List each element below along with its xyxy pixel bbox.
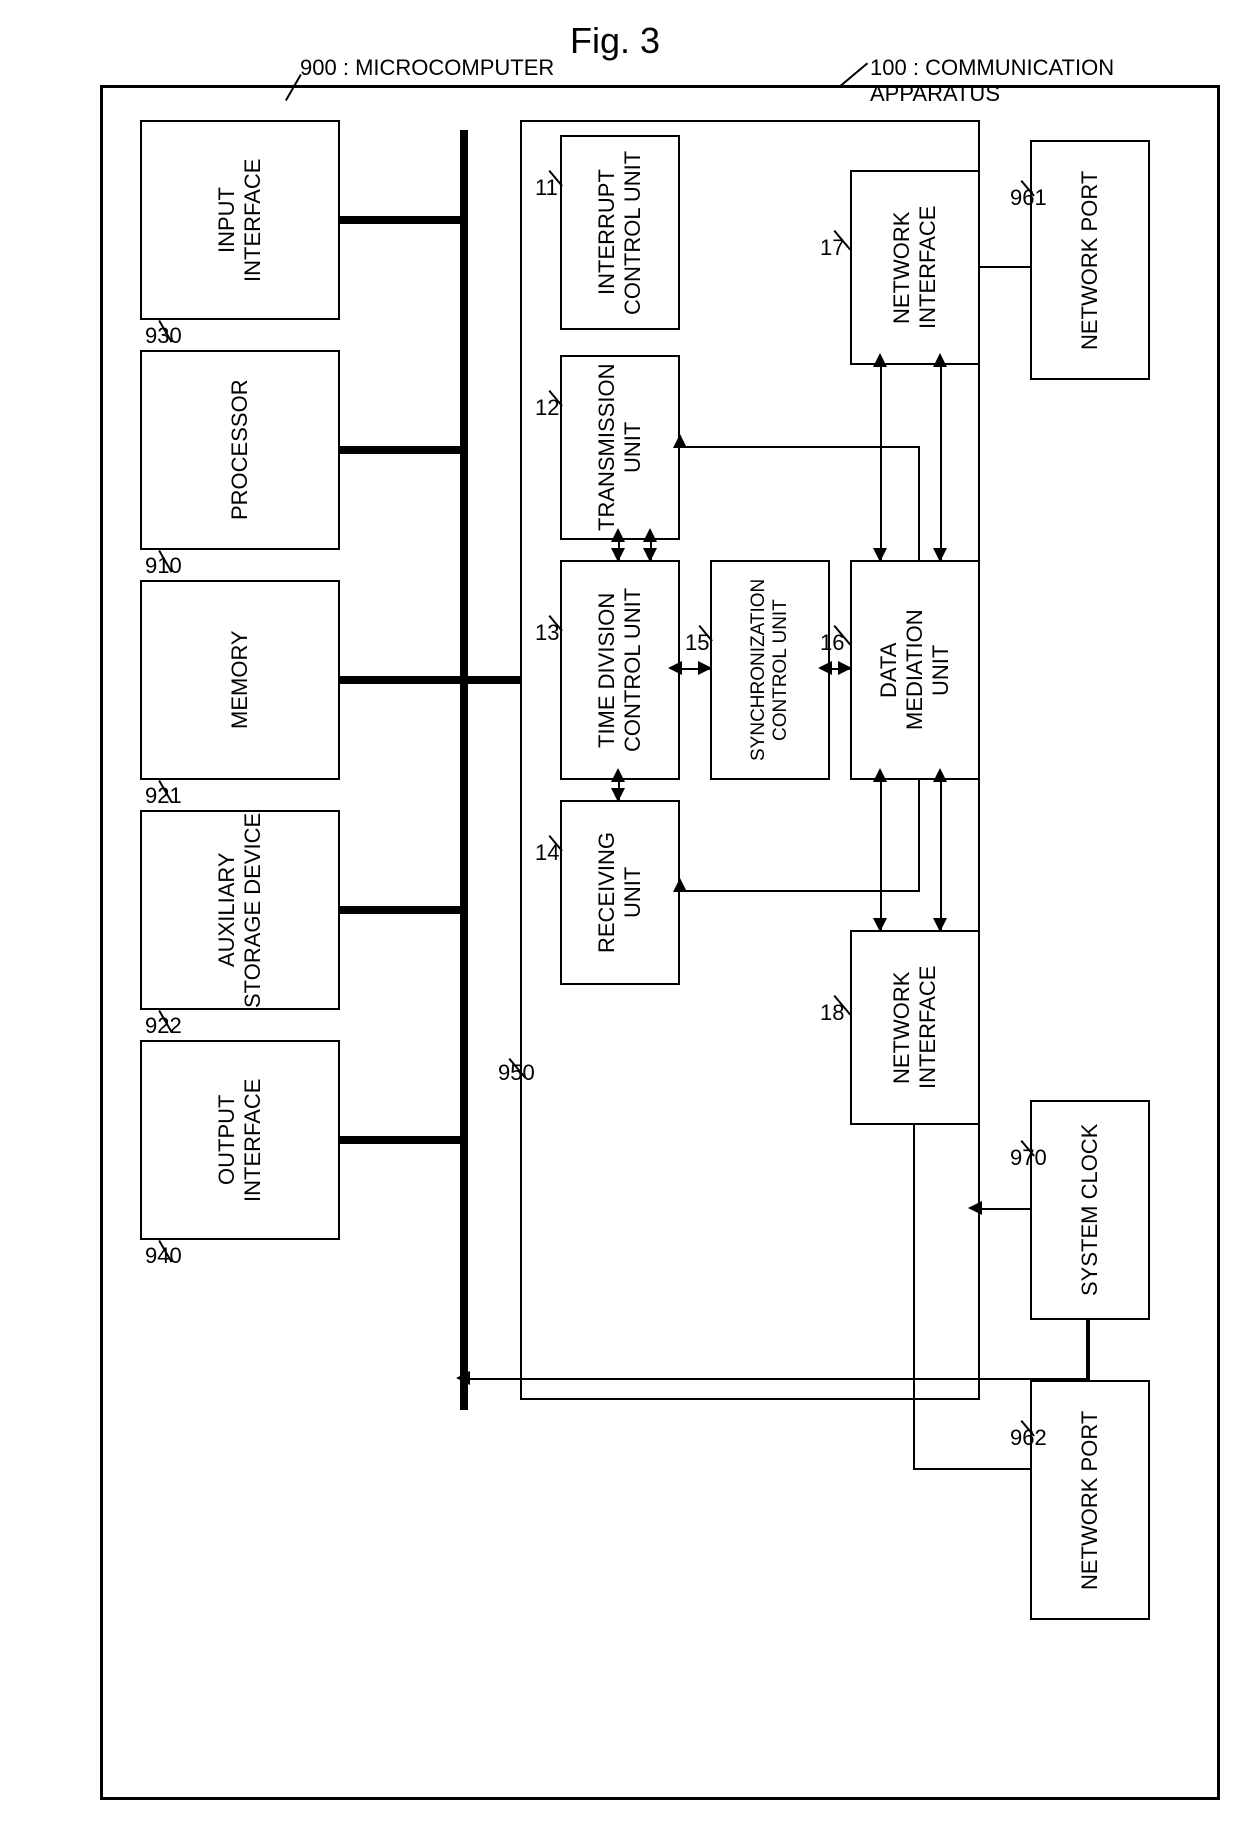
net-port-2-label: NETWORK PORT	[1077, 1410, 1103, 1589]
conn-tx-dm-h	[918, 446, 920, 560]
input-interface-label: INPUTINTERFACE	[214, 158, 266, 281]
conn-dm-rx-v	[918, 780, 920, 892]
conn-clock-bus-v	[1086, 1320, 1088, 1380]
bus-stub-0	[340, 216, 460, 224]
conn-tx-td-2a	[643, 528, 657, 542]
bus-stub-2	[340, 676, 460, 684]
net-port-1-label: NETWORK PORT	[1077, 170, 1103, 349]
conn-clock-bus-h	[468, 1378, 1088, 1380]
memory-label: MEMORY	[227, 631, 253, 730]
conn-clock-left-arrow	[968, 1201, 982, 1215]
block-diagram: Fig. 3 100 : COMMUNICATION APPARATUS 900…	[20, 20, 1220, 1815]
ref-100: 100 : COMMUNICATION APPARATUS	[870, 55, 1220, 107]
bus-stub-4	[340, 1136, 460, 1144]
sync-ctrl-label: SYNCHRONIZATIONCONTROL UNIT	[748, 579, 792, 761]
bus-main	[460, 130, 468, 1410]
conn-clock-left	[980, 1208, 1030, 1210]
conn-tx-dm-arrow	[673, 434, 687, 448]
ref-900-num: 900	[300, 55, 337, 80]
ref-900-text: MICROCOMPUTER	[355, 55, 554, 80]
ref-100-num: 100	[870, 55, 907, 80]
time-division-label: TIME DIVISIONCONTROL UNIT	[594, 588, 646, 752]
interrupt-ctrl-label: INTERRUPTCONTROL UNIT	[594, 150, 646, 314]
conn-dm-nif2	[880, 780, 882, 930]
bus-stub-3	[340, 906, 460, 914]
transmission-unit: TRANSMISSIONUNIT	[560, 355, 680, 540]
system-clock-label: SYSTEM CLOCK	[1077, 1124, 1103, 1296]
conn-tx-td-a1	[611, 528, 625, 542]
net-if-2-label: NETWORKINTERFACE	[889, 966, 941, 1089]
conn-dm-rx-arrow	[673, 878, 687, 892]
ref-900: 900 : MICROCOMPUTER	[300, 55, 554, 81]
conn-td-rx-a2	[611, 788, 625, 802]
memory: MEMORY	[140, 580, 340, 780]
transmission-label: TRANSMISSIONUNIT	[594, 364, 646, 531]
conn-dm-nif1-a1	[873, 353, 887, 367]
system-clock: SYSTEM CLOCK	[1030, 1100, 1150, 1320]
processor-label: PROCESSOR	[227, 380, 253, 521]
output-interface-label: OUTPUTINTERFACE	[214, 1078, 266, 1201]
conn-nif2-out-v	[913, 1125, 915, 1470]
conn-nif1-port1	[980, 266, 1030, 268]
conn-tx-dm-v	[680, 446, 920, 448]
data-mediation-label: DATAMEDIATIONUNIT	[876, 610, 954, 731]
data-mediation-unit: DATAMEDIATIONUNIT	[850, 560, 980, 780]
auxiliary-storage-device: AUXILIARYSTORAGE DEVICE	[140, 810, 340, 1010]
figure-title: Fig. 3	[570, 20, 660, 62]
conn-dm-nif2b-a2	[933, 918, 947, 932]
conn-dm-nif1-a2	[873, 548, 887, 562]
conn-clock-bus-arrow	[456, 1371, 470, 1385]
conn-dm-nif2-a1	[873, 768, 887, 782]
ref-900-colon: :	[343, 55, 355, 80]
conn-clock-down	[1088, 1320, 1090, 1380]
bus-stub-1	[340, 446, 460, 454]
net-if-1-label: NETWORKINTERFACE	[889, 206, 941, 329]
ref-100-text: COMMUNICATION APPARATUS	[870, 55, 1114, 106]
conn-tx-td-2b	[643, 548, 657, 562]
input-interface: INPUTINTERFACE	[140, 120, 340, 320]
conn-dm-nif1b-a2	[933, 548, 947, 562]
conn-td-rx-a1	[611, 768, 625, 782]
output-interface: OUTPUTINTERFACE	[140, 1040, 340, 1240]
conn-dm-nif1b-a1	[933, 353, 947, 367]
conn-td-sync-a1	[668, 661, 682, 675]
conn-dm-nif2-a2	[873, 918, 887, 932]
ref-100-leader	[840, 63, 868, 87]
network-port-1: NETWORK PORT	[1030, 140, 1150, 380]
network-interface-1: NETWORKINTERFACE	[850, 170, 980, 365]
receiving-unit: RECEIVINGUNIT	[560, 800, 680, 985]
ref-100-colon: :	[913, 55, 925, 80]
bus-stub-950	[468, 676, 520, 684]
conn-dm-nif1b	[940, 365, 942, 560]
conn-dm-rx-h	[680, 890, 920, 892]
conn-dm-nif2b-a1	[933, 768, 947, 782]
receiving-label: RECEIVINGUNIT	[594, 832, 646, 953]
time-division-control-unit: TIME DIVISIONCONTROL UNIT	[560, 560, 680, 780]
conn-td-sync-a2	[698, 661, 712, 675]
ref-950: 950	[498, 1060, 535, 1086]
synchronization-control-unit: SYNCHRONIZATIONCONTROL UNIT	[710, 560, 830, 780]
conn-dm-nif1	[880, 365, 882, 560]
network-port-2: NETWORK PORT	[1030, 1380, 1150, 1620]
conn-sync-dm-a2	[838, 661, 852, 675]
conn-dm-nif2b	[940, 780, 942, 930]
interrupt-control-unit: INTERRUPTCONTROL UNIT	[560, 135, 680, 330]
conn-sync-dm-a1	[818, 661, 832, 675]
conn-tx-td-a2	[611, 548, 625, 562]
aux-storage-label: AUXILIARYSTORAGE DEVICE	[214, 812, 266, 1007]
processor: PROCESSOR	[140, 350, 340, 550]
conn-nif2-out-h	[913, 1468, 1030, 1470]
network-interface-2: NETWORKINTERFACE	[850, 930, 980, 1125]
